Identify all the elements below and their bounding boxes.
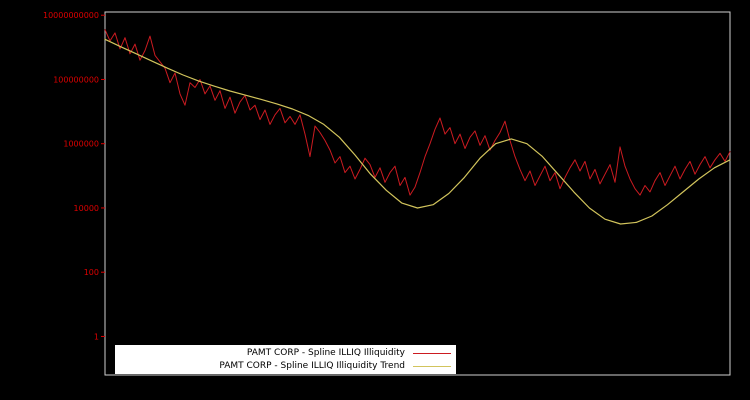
legend-item-illiquidity: PAMT CORP - Spline ILLIQ Illiquidity: [115, 347, 456, 360]
y-axis-tick-label: 10000: [74, 204, 99, 213]
y-axis-tick-label: 1: [94, 332, 99, 341]
illiquidity-series-line: [104, 29, 731, 196]
legend: PAMT CORP - Spline ILLIQ Illiquidity PAM…: [115, 345, 456, 374]
legend-line-swatch-trend: [413, 365, 451, 367]
legend-label-trend: PAMT CORP - Spline ILLIQ Illiquidity Tre…: [219, 360, 405, 371]
trend-series-line: [104, 38, 731, 225]
legend-line-swatch-illiquidity: [413, 352, 451, 354]
y-axis-tick-label: 10000000000: [43, 11, 99, 20]
legend-label-illiquidity: PAMT CORP - Spline ILLIQ Illiquidity: [246, 347, 405, 358]
y-axis-tick-label: 1000000: [63, 140, 99, 149]
legend-item-trend: PAMT CORP - Spline ILLIQ Illiquidity Tre…: [115, 360, 456, 373]
y-axis-tick-label: 100000000: [53, 75, 99, 84]
y-axis-tick-label: 100: [84, 268, 99, 277]
plot-border: [104, 11, 731, 376]
